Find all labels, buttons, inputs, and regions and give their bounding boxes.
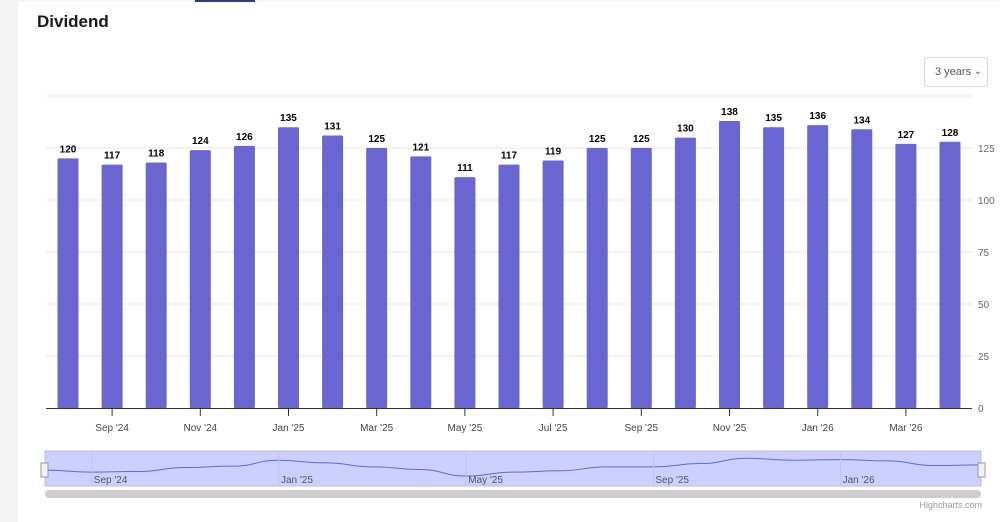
bar (807, 125, 829, 409)
range-select[interactable]: 3 years ⌄ (924, 57, 988, 87)
x-axis: Sep '24 Nov '24 Jan '25 Mar '25 May '25 Jul '… (95, 408, 923, 434)
bar (57, 158, 79, 408)
bar (278, 127, 299, 408)
x-tick-label: Nov '24 (184, 423, 218, 434)
bar (366, 148, 388, 408)
data-labels: 120 117 118 124 126 135 131 125 121 111 117 119 125 1… (60, 107, 959, 174)
navigator-label: Sep '24 (94, 475, 128, 486)
data-label: 130 (677, 124, 694, 135)
y-axis: 0 25 50 75 100 125 (978, 144, 995, 415)
bar (233, 145, 255, 409)
bar (410, 156, 432, 408)
navigator-label: May '25 (468, 475, 503, 486)
chevron-down-icon: ⌄ (973, 66, 982, 77)
y-tick-label: 50 (978, 300, 990, 311)
data-label: 125 (589, 134, 606, 145)
active-tab-indicator (195, 0, 255, 2)
x-tick-label: Jan '26 (802, 423, 834, 434)
data-label: 126 (236, 132, 253, 143)
bar (851, 129, 873, 408)
data-label: 111 (457, 163, 473, 174)
x-tick-label: Sep '24 (95, 423, 129, 434)
bar (586, 148, 608, 408)
data-label: 135 (280, 113, 297, 124)
x-tick-label: Mar '25 (360, 423, 393, 434)
highcharts-credit[interactable]: Highcharts.com (919, 500, 982, 510)
x-tick-label: Nov '25 (713, 423, 747, 434)
y-tick-label: 75 (978, 248, 990, 259)
x-tick-label: May '25 (448, 423, 483, 434)
navigator-handle-left[interactable] (40, 462, 49, 478)
bar (189, 150, 211, 408)
bar (542, 160, 564, 408)
y-tick-label: 125 (978, 144, 995, 155)
bar (939, 141, 961, 408)
y-tick-label: 25 (978, 352, 990, 363)
chart-title: Dividend (37, 12, 109, 31)
data-label: 125 (368, 134, 385, 145)
y-tick-label: 0 (978, 404, 984, 415)
navigator-label: Sep '25 (655, 475, 689, 486)
data-label: 120 (60, 144, 77, 155)
y-tick-label: 100 (978, 196, 995, 207)
navigator-handle-right[interactable] (977, 462, 986, 478)
data-label: 119 (545, 146, 562, 157)
navigator-label: Jan '25 (281, 475, 313, 486)
data-label: 127 (898, 130, 915, 141)
navigator-scrollbar[interactable] (45, 490, 981, 498)
data-label: 131 (324, 122, 341, 133)
bar (674, 137, 696, 408)
data-label: 124 (192, 136, 209, 147)
bar-series (57, 120, 961, 409)
x-tick-label: Jan '25 (273, 423, 305, 434)
data-label: 135 (765, 113, 782, 124)
x-tick-label: Mar '26 (889, 423, 922, 434)
navigator-label: Jan '26 (843, 475, 875, 486)
bar (630, 148, 652, 408)
data-label: 134 (853, 115, 870, 126)
data-label: 128 (942, 128, 959, 139)
x-tick-label: Sep '25 (624, 423, 658, 434)
bar (498, 164, 520, 408)
navigator: Sep '24 Jan '25 May '25 Sep '25 Jan '26 (40, 450, 986, 498)
bar (322, 135, 344, 408)
data-label: 121 (412, 142, 429, 153)
bar (145, 162, 167, 408)
bar (719, 120, 740, 409)
x-tick-label: Jul '25 (539, 423, 568, 434)
range-select-label: 3 years (935, 66, 972, 78)
data-label: 138 (721, 107, 738, 118)
data-label: 118 (148, 149, 165, 160)
data-label: 125 (633, 134, 650, 145)
bar (101, 164, 123, 408)
navigator-series-line (44, 457, 982, 477)
data-label: 117 (501, 151, 518, 162)
data-label: 117 (104, 151, 121, 162)
bar (763, 127, 785, 408)
bar (895, 143, 917, 408)
bar (454, 177, 476, 408)
data-label: 136 (809, 111, 826, 122)
